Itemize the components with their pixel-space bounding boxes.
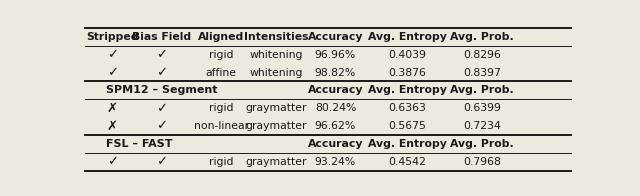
Text: whitening: whitening <box>249 50 303 60</box>
Text: 98.82%: 98.82% <box>315 68 356 78</box>
Text: non-linear: non-linear <box>194 121 249 131</box>
Text: ✗: ✗ <box>107 120 118 132</box>
Text: 0.4542: 0.4542 <box>388 157 426 167</box>
Text: Avg. Entropy: Avg. Entropy <box>368 85 447 95</box>
Text: Avg. Entropy: Avg. Entropy <box>368 139 447 149</box>
Text: 80.24%: 80.24% <box>315 103 356 113</box>
Text: ✓: ✓ <box>156 120 168 132</box>
Text: Aligned: Aligned <box>198 32 244 42</box>
Text: Stripped: Stripped <box>86 32 138 42</box>
Text: affine: affine <box>206 68 237 78</box>
Text: graymatter: graymatter <box>245 121 307 131</box>
Text: Intensities: Intensities <box>244 32 308 42</box>
Text: rigid: rigid <box>209 50 234 60</box>
Text: SPM12 – Segment: SPM12 – Segment <box>106 85 218 95</box>
Text: 93.24%: 93.24% <box>315 157 356 167</box>
Text: 0.8397: 0.8397 <box>463 68 500 78</box>
Text: 0.6399: 0.6399 <box>463 103 500 113</box>
Text: FSL – FAST: FSL – FAST <box>106 139 173 149</box>
Text: 0.5675: 0.5675 <box>388 121 426 131</box>
Text: graymatter: graymatter <box>245 103 307 113</box>
Text: 0.7968: 0.7968 <box>463 157 500 167</box>
Text: 0.3876: 0.3876 <box>388 68 426 78</box>
Text: ✓: ✓ <box>107 155 118 168</box>
Text: Accuracy: Accuracy <box>308 85 363 95</box>
Text: Avg. Prob.: Avg. Prob. <box>450 32 514 42</box>
Text: Avg. Entropy: Avg. Entropy <box>368 32 447 42</box>
Text: rigid: rigid <box>209 103 234 113</box>
Text: ✓: ✓ <box>107 48 118 61</box>
Text: Avg. Prob.: Avg. Prob. <box>450 139 514 149</box>
Text: Accuracy: Accuracy <box>308 139 363 149</box>
Text: Avg. Prob.: Avg. Prob. <box>450 85 514 95</box>
Text: Bias Field: Bias Field <box>132 32 191 42</box>
Text: 0.8296: 0.8296 <box>463 50 500 60</box>
Text: 0.6363: 0.6363 <box>388 103 426 113</box>
Text: 0.7234: 0.7234 <box>463 121 500 131</box>
Text: ✓: ✓ <box>156 155 168 168</box>
Text: Accuracy: Accuracy <box>308 32 363 42</box>
Text: 96.62%: 96.62% <box>315 121 356 131</box>
Text: ✓: ✓ <box>156 48 168 61</box>
Text: ✗: ✗ <box>107 102 118 115</box>
Text: 96.96%: 96.96% <box>315 50 356 60</box>
Text: rigid: rigid <box>209 157 234 167</box>
Text: ✓: ✓ <box>107 66 118 79</box>
Text: ✓: ✓ <box>156 66 168 79</box>
Text: 0.4039: 0.4039 <box>388 50 426 60</box>
Text: ✓: ✓ <box>156 102 168 115</box>
Text: graymatter: graymatter <box>245 157 307 167</box>
Text: whitening: whitening <box>249 68 303 78</box>
